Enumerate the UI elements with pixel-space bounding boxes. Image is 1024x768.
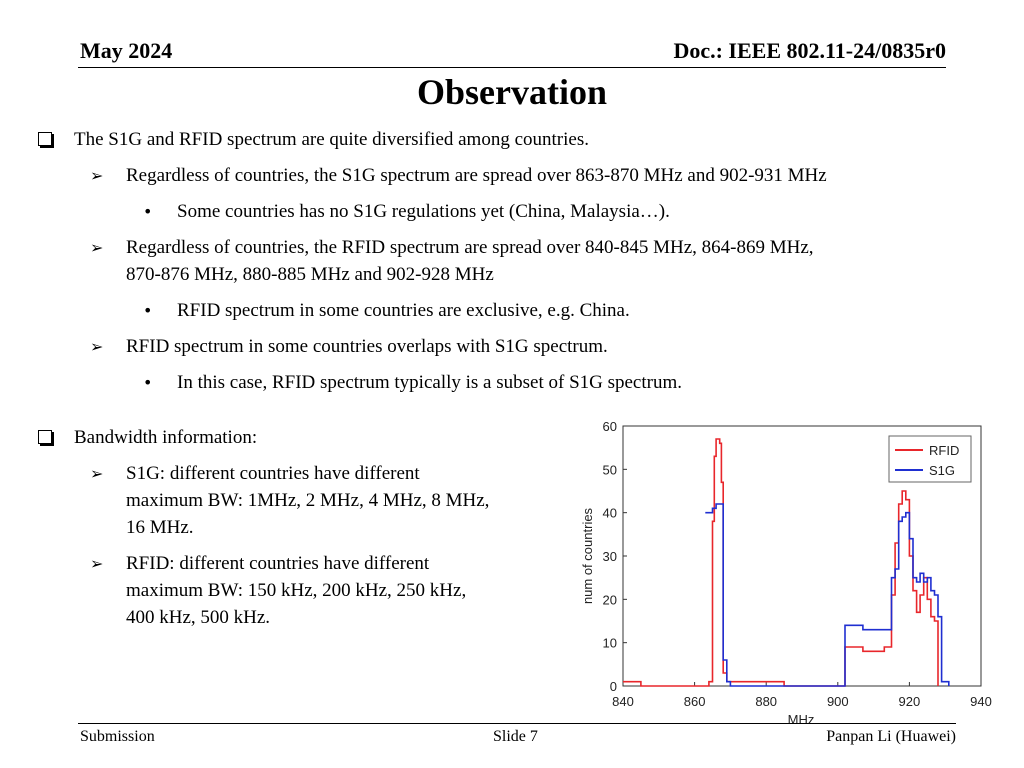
- chart-series: [623, 438, 950, 687]
- bullet-text: Regardless of countries, the S1G spectru…: [126, 165, 827, 186]
- bullet-bandwidth: Bandwidth information:: [38, 424, 258, 451]
- footer-slide-number: Slide 7: [493, 728, 538, 745]
- x-tick-label: 840: [612, 694, 634, 709]
- slide-title: Observation: [416, 72, 607, 112]
- x-axis-label: MHz: [788, 712, 815, 724]
- bullet-text: RFID spectrum in some countries overlaps…: [126, 336, 608, 357]
- sub-sub-bullet-no-s1g: • Some countries has no S1G regulations …: [143, 198, 670, 225]
- y-tick-label: 30: [603, 549, 617, 564]
- chart-legend: RFID S1G: [888, 435, 972, 483]
- x-tick-label: 940: [970, 694, 992, 709]
- bullet-text-line3: 400 kHz, 500 kHz.: [126, 607, 271, 628]
- checkbox-bullet-icon: [38, 126, 52, 154]
- y-tick-label: 0: [610, 679, 617, 694]
- bullet-text-line2: maximum BW: 150 kHz, 200 kHz, 250 kHz,: [126, 580, 467, 601]
- arrow-bullet-icon: ➢: [90, 238, 104, 257]
- sub-sub-bullet-subset: • In this case, RFID spectrum typically …: [143, 369, 683, 396]
- legend-label-rfid: RFID: [929, 443, 959, 458]
- bullet-text-line1: S1G: different countries have different: [126, 463, 420, 484]
- bullet-text-line3: 16 MHz.: [126, 517, 194, 538]
- bullet-text: In this case, RFID spectrum typically is…: [177, 372, 683, 393]
- y-tick-label: 60: [603, 419, 617, 434]
- sub-bullet-rfid-bw: ➢ RFID: different countries have differe…: [90, 550, 467, 631]
- dot-bullet-icon: •: [143, 373, 153, 392]
- x-tick-label: 900: [827, 694, 849, 709]
- sub-bullet-s1g-spread: ➢ Regardless of countries, the S1G spect…: [90, 162, 827, 189]
- legend-label-s1g: S1G: [929, 463, 955, 478]
- y-tick-label: 10: [603, 636, 617, 651]
- dot-bullet-icon: •: [143, 202, 153, 221]
- footer-submission: Submission: [80, 728, 155, 745]
- arrow-bullet-icon: ➢: [90, 166, 104, 185]
- y-tick-label: 40: [603, 506, 617, 521]
- header-date: May 2024: [80, 38, 173, 63]
- series-line-rfid: [623, 438, 939, 687]
- header-doc-id: Doc.: IEEE 802.11-24/0835r0: [673, 38, 946, 63]
- arrow-bullet-icon: ➢: [90, 464, 104, 483]
- sub-sub-bullet-rfid-exclusive: • RFID spectrum in some countries are ex…: [143, 297, 630, 324]
- sub-bullet-s1g-bw: ➢ S1G: different countries have differen…: [90, 460, 490, 541]
- bullet-text-line1: RFID: different countries have different: [126, 553, 430, 574]
- series-line-s1g: [705, 503, 950, 687]
- sub-bullet-rfid-spread: ➢ Regardless of countries, the RFID spec…: [90, 234, 814, 288]
- bullet-text: RFID spectrum in some countries are excl…: [177, 300, 630, 321]
- bullet-text-line1: Regardless of countries, the RFID spectr…: [126, 237, 814, 258]
- x-tick-label: 860: [684, 694, 706, 709]
- sub-bullet-rfid-overlap: ➢ RFID spectrum in some countries overla…: [90, 333, 608, 360]
- y-tick-label: 50: [603, 462, 617, 477]
- dot-bullet-icon: •: [143, 301, 153, 320]
- footer-rule: [78, 723, 956, 724]
- bullet-text: Some countries has no S1G regulations ye…: [177, 201, 670, 222]
- bullet-text-line2: maximum BW: 1MHz, 2 MHz, 4 MHz, 8 MHz,: [126, 490, 490, 511]
- y-tick-label: 20: [603, 592, 617, 607]
- y-axis-label: num of countries: [580, 507, 595, 604]
- bullet-text-line2: 870-876 MHz, 880-885 MHz and 902-928 MHz: [126, 264, 494, 285]
- bullet-text: The S1G and RFID spectrum are quite dive…: [74, 129, 589, 150]
- checkbox-bullet-icon: [38, 424, 52, 452]
- chart-axes: 840 860 880 900 920 940 0 10 20 30 40 50 60: [603, 419, 992, 709]
- arrow-bullet-icon: ➢: [90, 337, 104, 356]
- spectrum-chart: 840 860 880 900 920 940 0 10 20 30 40 50 60 num of c…: [580, 419, 992, 724]
- bullet-spectrum: The S1G and RFID spectrum are quite dive…: [38, 126, 589, 153]
- x-tick-label: 920: [899, 694, 921, 709]
- arrow-bullet-icon: ➢: [90, 554, 104, 573]
- x-tick-label: 880: [755, 694, 777, 709]
- bullet-text: Bandwidth information:: [74, 427, 258, 448]
- footer-author: Panpan Li (Huawei): [826, 728, 956, 745]
- legend-box: [888, 435, 972, 483]
- header-rule: [78, 67, 946, 68]
